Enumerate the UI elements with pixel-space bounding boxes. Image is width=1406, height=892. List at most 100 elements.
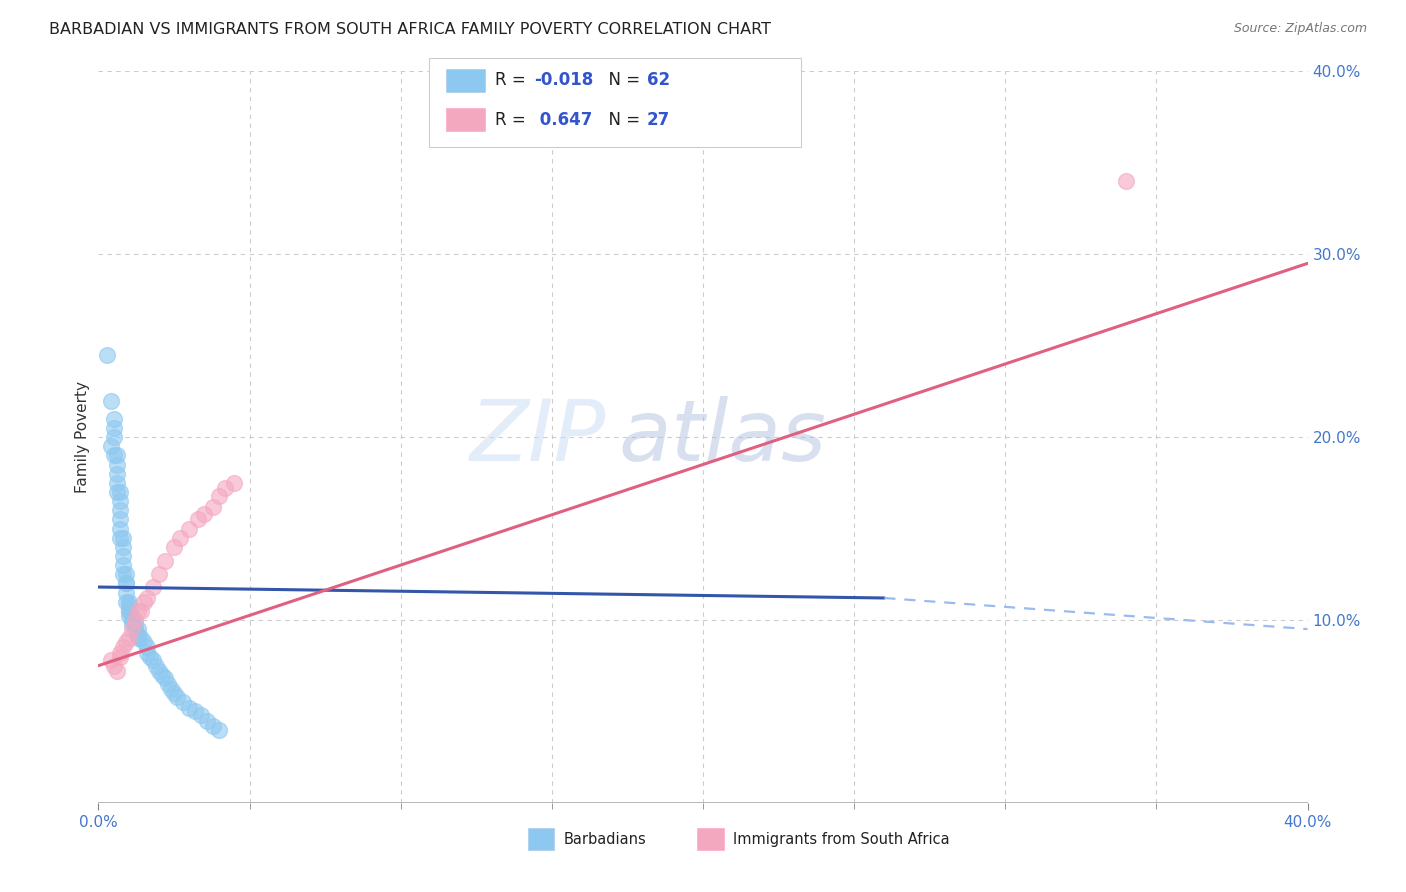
Point (111, 640, 134, 655)
Point (153, 672, 176, 686)
Text: Source: ZipAtlas.com: Source: ZipAtlas.com (1233, 22, 1367, 36)
Point (108, 485, 131, 500)
Text: Immigrants from South Africa: Immigrants from South Africa (734, 832, 950, 847)
Point (114, 576, 136, 591)
Point (135, 646, 157, 660)
Point (111, 558, 134, 573)
Text: 62: 62 (647, 71, 669, 89)
Point (129, 604, 152, 618)
Point (121, 616, 143, 631)
Point (129, 632, 152, 646)
Point (132, 594, 155, 608)
Point (108, 531, 131, 545)
Point (103, 412, 125, 426)
Point (105, 448, 128, 462)
Point (118, 632, 141, 646)
Point (105, 458, 128, 472)
Point (124, 616, 146, 631)
Point (108, 521, 131, 535)
Point (103, 658, 125, 673)
Point (139, 649, 162, 664)
Point (190, 708, 212, 723)
Text: BARBADIAN VS IMMIGRANTS FROM SOUTH AFRICA FAMILY POVERTY CORRELATION CHART: BARBADIAN VS IMMIGRANTS FROM SOUTH AFRIC… (49, 22, 772, 37)
Point (156, 677, 179, 691)
Point (100, 393, 122, 408)
Point (163, 686, 186, 700)
Text: N =: N = (598, 71, 645, 89)
Point (135, 640, 157, 655)
Point (111, 540, 134, 554)
Point (1115, 174, 1137, 188)
Point (142, 580, 165, 594)
Point (121, 609, 143, 624)
Point (121, 613, 143, 627)
Point (118, 604, 141, 618)
Point (118, 604, 141, 618)
Point (105, 664, 128, 678)
Point (193, 507, 215, 521)
Point (208, 489, 231, 503)
Point (114, 567, 136, 582)
Point (166, 690, 188, 704)
Point (118, 609, 141, 624)
Point (127, 622, 149, 636)
Point (114, 635, 136, 649)
FancyBboxPatch shape (697, 829, 724, 850)
Point (142, 653, 165, 667)
Point (111, 531, 134, 545)
Point (108, 646, 131, 660)
Text: ZIP: ZIP (470, 395, 606, 479)
Text: 27: 27 (647, 111, 671, 128)
Point (105, 467, 128, 481)
Point (160, 682, 183, 697)
Point (105, 485, 128, 500)
Y-axis label: Family Poverty: Family Poverty (75, 381, 90, 493)
Point (100, 653, 122, 667)
Point (111, 567, 134, 582)
Point (108, 512, 131, 526)
Point (124, 622, 146, 636)
Point (124, 613, 146, 627)
Point (153, 554, 176, 568)
Point (214, 481, 236, 495)
Point (150, 667, 173, 681)
Point (163, 540, 186, 554)
Text: R =: R = (495, 71, 531, 89)
Text: N =: N = (598, 111, 645, 128)
Point (208, 723, 231, 737)
Point (195, 714, 218, 728)
Point (118, 599, 141, 613)
Point (114, 594, 136, 608)
Point (224, 475, 246, 490)
FancyBboxPatch shape (527, 829, 554, 850)
Text: 0.647: 0.647 (534, 111, 593, 128)
Point (118, 594, 141, 608)
Text: -0.018: -0.018 (534, 71, 593, 89)
Point (127, 632, 149, 646)
Point (169, 531, 191, 545)
Point (108, 494, 131, 508)
Point (184, 705, 207, 719)
Point (100, 439, 122, 453)
Point (148, 567, 170, 582)
Point (135, 591, 157, 605)
Text: R =: R = (495, 111, 531, 128)
Point (132, 635, 155, 649)
Text: Barbadians: Barbadians (564, 832, 647, 847)
Point (148, 664, 170, 678)
Point (145, 658, 167, 673)
Point (103, 421, 125, 435)
Point (187, 512, 209, 526)
Point (202, 719, 225, 733)
Point (127, 604, 149, 618)
Point (202, 500, 225, 514)
Point (111, 549, 134, 563)
Point (103, 448, 125, 462)
Point (108, 503, 131, 517)
Point (179, 521, 201, 535)
Point (105, 475, 128, 490)
Text: atlas: atlas (619, 395, 827, 479)
Point (127, 627, 149, 641)
Point (108, 649, 131, 664)
Point (114, 576, 136, 591)
